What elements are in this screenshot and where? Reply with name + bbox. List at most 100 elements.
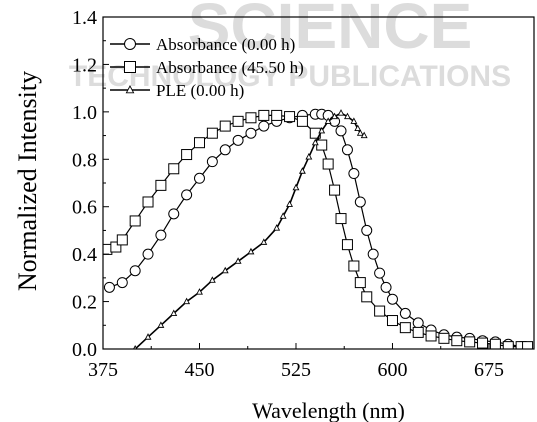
data-point (502, 341, 514, 349)
data-point (335, 213, 347, 225)
data-point (341, 144, 353, 156)
data-point (399, 322, 411, 334)
data-point (292, 183, 300, 191)
data-point (157, 321, 165, 328)
legend-marker (124, 38, 136, 50)
data-point (322, 158, 334, 170)
data-point (260, 238, 268, 245)
data-point (245, 127, 257, 139)
data-point (348, 168, 360, 180)
data-point (335, 125, 347, 137)
data-point (360, 131, 368, 139)
legend-label: Absorbance (0.00 h) (156, 35, 295, 54)
y-tick-label: 0.0 (72, 339, 97, 361)
y-tick-label: 1.0 (72, 102, 97, 124)
data-point (129, 215, 141, 227)
data-point (348, 260, 360, 272)
y-tick-label: 0.2 (72, 292, 97, 314)
legend-item: PLE (0.00 h) (110, 81, 244, 100)
data-point (170, 309, 178, 316)
y-axis-label: Normalized Intensity (13, 71, 42, 291)
data-point (193, 137, 205, 149)
data-point (438, 332, 450, 344)
data-point (279, 212, 287, 219)
data-point (354, 196, 366, 208)
x-tick-label: 525 (281, 359, 311, 381)
data-point (341, 239, 353, 251)
legend-item: Absorbance (0.00 h) (110, 35, 295, 54)
data-point (103, 281, 115, 293)
data-point (451, 335, 463, 347)
data-point (522, 341, 534, 349)
plot-area (103, 108, 534, 349)
data-point (412, 326, 424, 338)
data-point (116, 234, 128, 246)
data-point (110, 241, 122, 253)
data-point (367, 248, 379, 260)
data-point (206, 127, 218, 139)
data-point (329, 184, 341, 196)
data-point (311, 138, 319, 146)
data-point (412, 317, 424, 329)
data-point (142, 248, 154, 260)
data-point (142, 196, 154, 208)
data-point (399, 307, 411, 319)
data-point (374, 267, 386, 279)
watermark: SCIENCE TECHNOLOGY PUBLICATIONS (69, 0, 511, 93)
axes: 0.0 0.2 0.4 0.6 0.8 1.0 1.2 1.4 375 450 525 600 675 (72, 7, 535, 381)
y-tick-label: 0.8 (72, 149, 97, 171)
data-point (247, 247, 255, 255)
data-point (181, 149, 193, 161)
y-tick-label: 0.4 (72, 244, 97, 266)
data-point (206, 156, 218, 168)
legend: Absorbance (0.00 h) Absorbance (45.50 h) P… (110, 35, 304, 100)
x-tick-label: 450 (184, 359, 214, 381)
data-point (144, 333, 152, 340)
x-tick-label: 375 (88, 359, 118, 381)
series-triangle (133, 109, 368, 349)
x-tick-label: 600 (377, 359, 407, 381)
data-point (318, 126, 326, 134)
data-point (221, 266, 229, 274)
x-tick-label: 675 (474, 359, 504, 381)
data-point (129, 265, 141, 277)
data-point (273, 224, 281, 231)
legend-label: PLE (0.00 h) (156, 81, 244, 100)
data-point (356, 129, 364, 136)
data-point (374, 305, 386, 317)
y-tick-label: 0.6 (72, 197, 97, 219)
data-point (234, 257, 242, 264)
data-point (361, 291, 373, 303)
data-point (155, 229, 167, 241)
data-point (208, 276, 216, 283)
data-point (331, 112, 339, 120)
data-point (298, 167, 306, 174)
series-line (109, 113, 522, 348)
data-point (354, 124, 362, 132)
data-point (232, 115, 244, 127)
data-point (305, 152, 313, 160)
data-point (168, 208, 180, 220)
data-point (425, 330, 437, 342)
data-point (361, 224, 373, 236)
data-point (286, 200, 293, 207)
legend-item: Absorbance (45.50 h) (110, 58, 304, 77)
data-point (344, 112, 351, 120)
data-point (219, 120, 231, 132)
series-circle (103, 108, 527, 349)
data-point (464, 336, 476, 348)
data-point (258, 109, 270, 121)
x-axis-label: Wavelength (nm) (252, 398, 405, 422)
legend-marker (124, 61, 136, 73)
data-point (155, 179, 167, 191)
data-point (489, 338, 501, 349)
data-point (181, 189, 193, 201)
data-point (337, 109, 345, 116)
data-point (193, 172, 205, 184)
data-point (271, 109, 283, 121)
y-tick-label: 1.2 (72, 54, 97, 76)
watermark-middle-text: TECHNOLOGY PUBLICATIONS (69, 60, 511, 93)
data-point (350, 117, 358, 124)
data-point (232, 134, 244, 146)
